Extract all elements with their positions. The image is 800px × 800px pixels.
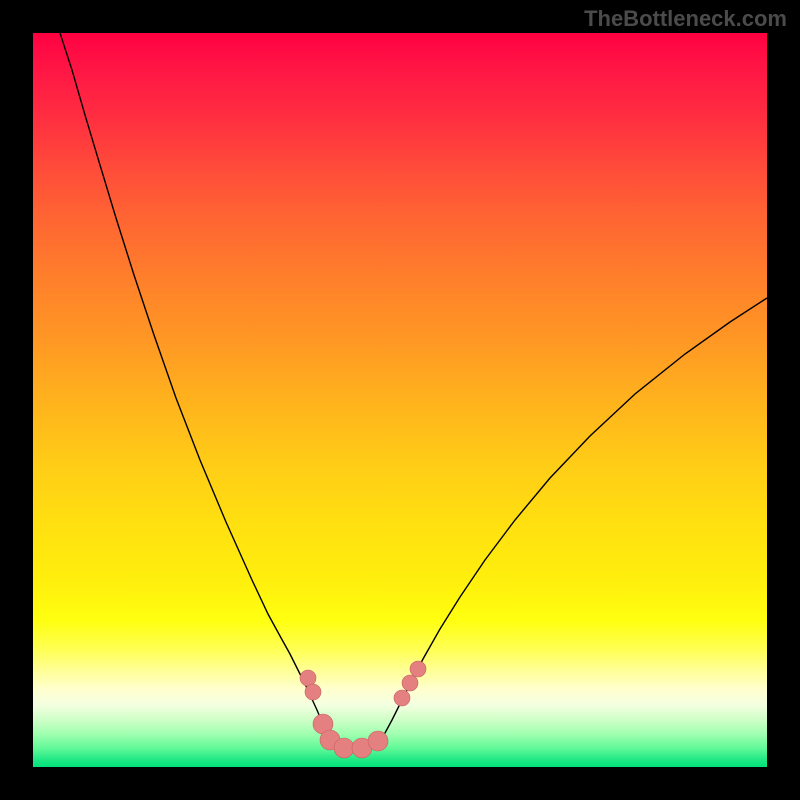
watermark-text: TheBottleneck.com — [584, 6, 787, 32]
chart-frame: TheBottleneck.com — [0, 0, 800, 800]
gradient-plot-area — [33, 33, 767, 767]
